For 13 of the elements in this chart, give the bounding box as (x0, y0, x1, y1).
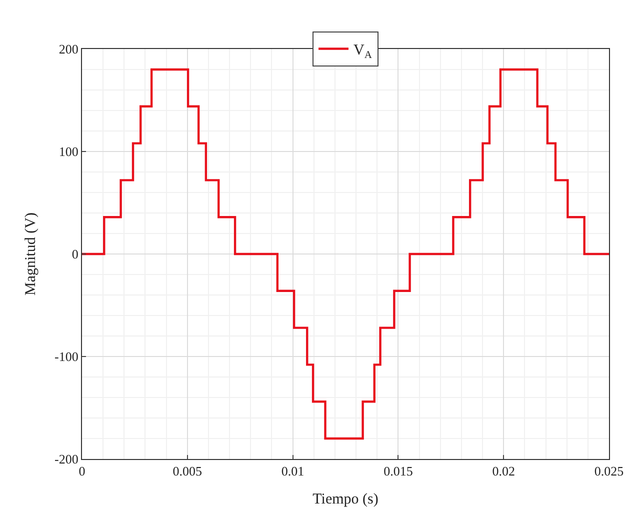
y-tick-label: 100 (58, 144, 78, 160)
x-tick-label: 0.015 (384, 464, 413, 479)
x-tick-label: 0.01 (281, 464, 304, 479)
x-tick-label: 0.005 (172, 464, 202, 479)
legend-label: V$_{A}$ (354, 42, 372, 61)
y-tick-label: 200 (58, 42, 78, 57)
x-tick-label: 0.025 (594, 464, 624, 479)
x-tick-label: 0.02 (492, 464, 515, 479)
y-tick-label: 0 (72, 246, 78, 262)
y-axis-title: Magnitud (V) (22, 212, 39, 296)
y-tick-label: -100 (54, 349, 78, 364)
x-axis-title: Tiempo (s) (312, 492, 378, 508)
y-tick-label: -200 (54, 452, 78, 467)
